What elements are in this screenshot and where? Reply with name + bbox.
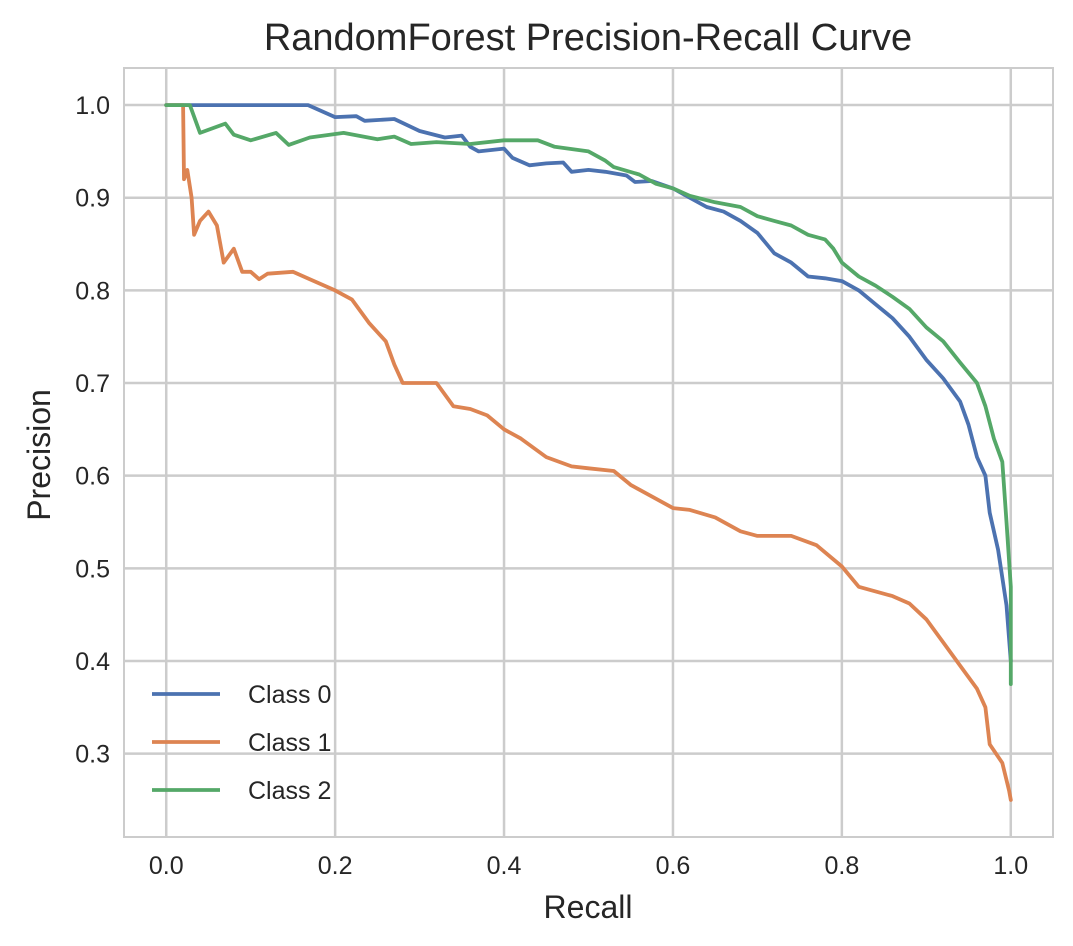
y-tick-label: 0.9 (75, 185, 110, 213)
chart-title: RandomForest Precision-Recall Curve (264, 17, 912, 59)
legend-label: Class 2 (248, 777, 331, 805)
y-tick-label: 1.0 (75, 92, 110, 120)
x-tick-label: 0.4 (487, 852, 522, 880)
y-axis-label: Precision (21, 389, 57, 521)
x-tick-label: 0.8 (824, 852, 859, 880)
y-tick-label: 0.8 (75, 277, 110, 305)
x-tick-labels: 0.0 0.2 0.4 0.6 0.8 1.0 (149, 852, 1028, 880)
legend: Class 0 Class 1 Class 2 (152, 681, 331, 805)
series-line-class-1 (164, 103, 1013, 802)
y-tick-labels: 0.3 0.4 0.5 0.6 0.7 0.8 0.9 1.0 (75, 92, 110, 769)
series-group (164, 103, 1013, 802)
x-tick-label: 0.6 (656, 852, 691, 880)
y-tick-label: 0.6 (75, 463, 110, 491)
x-tick-label: 0.0 (149, 852, 184, 880)
grid (124, 68, 1053, 837)
y-tick-label: 0.3 (75, 741, 110, 769)
x-tick-label: 0.2 (318, 852, 353, 880)
x-axis-label: Recall (544, 889, 633, 925)
y-tick-label: 0.4 (75, 648, 110, 676)
legend-label: Class 0 (248, 681, 331, 709)
y-tick-label: 0.5 (75, 555, 110, 583)
series-line-class-2 (164, 103, 1013, 686)
legend-label: Class 1 (248, 729, 331, 757)
y-tick-label: 0.7 (75, 370, 110, 398)
plot-frame (123, 67, 1054, 838)
x-tick-label: 1.0 (993, 852, 1028, 880)
